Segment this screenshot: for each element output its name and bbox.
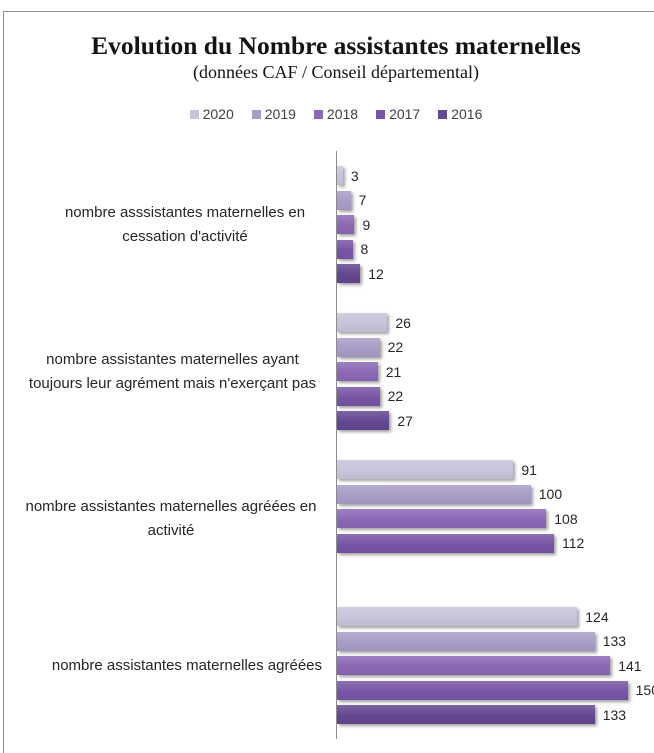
data-label-2019-category-1: 7 <box>358 192 367 208</box>
bar-2019-category-3 <box>337 484 531 504</box>
legend-label-2017: 2017 <box>389 106 421 122</box>
chart-title: Evolution du Nombre assistantes maternel… <box>91 31 581 60</box>
data-label-2020-category-2: 26 <box>395 314 411 331</box>
bar-2018-category-3 <box>337 509 547 528</box>
bar-2020-category-1 <box>337 166 343 185</box>
legend-label-2020: 2020 <box>202 106 234 122</box>
bar-2016-category-4 <box>337 705 595 724</box>
bar-2019-category-1 <box>337 190 351 210</box>
data-label-2016-category-2: 27 <box>397 412 413 429</box>
legend-label-2019: 2019 <box>264 106 296 122</box>
category-band-4: nombre assistantes maternelles agréées <box>4 592 322 739</box>
category-label-2: nombre assistantes maternelles ayant tou… <box>28 350 317 392</box>
bar-2019-category-2 <box>337 337 380 357</box>
plot-area: 3 26 91 124 7 22 100 133 9 21 108 141 8 22 112 150 12 27 1… <box>336 151 654 739</box>
category-band-3: nombre assistantes maternelles agréées e… <box>4 445 322 592</box>
data-label-2020-category-3: 91 <box>521 461 537 478</box>
legend-label-2018: 2018 <box>326 106 359 122</box>
category-label-1: nombre asssistantes maternelles en cessa… <box>64 203 306 245</box>
data-label-2019-category-4: 133 <box>602 633 627 649</box>
category-axis-line <box>336 151 337 739</box>
data-label-2018-category-3: 108 <box>554 510 578 527</box>
data-label-2019-category-2: 22 <box>387 339 404 355</box>
legend-item-2019: 2019 <box>251 104 296 124</box>
chart-frame <box>3 11 654 753</box>
bar-2016-category-2 <box>337 411 390 430</box>
bar-2020-category-4 <box>337 607 578 626</box>
data-label-2018-category-2: 21 <box>385 363 402 380</box>
data-label-2017-category-4: 150 <box>635 682 654 698</box>
data-label-2020-category-4: 124 <box>585 608 609 625</box>
legend-swatch-2016 <box>438 109 448 119</box>
legend: 2020 2019 2018 2017 2016 <box>20 104 652 124</box>
legend-item-2017: 2017 <box>376 104 420 124</box>
bar-2018-category-2 <box>337 362 378 381</box>
bar-2020-category-2 <box>337 313 388 332</box>
bar-2017-category-4 <box>337 680 628 700</box>
bar-2019-category-4 <box>337 631 595 651</box>
category-band-2: nombre assistantes maternelles ayant tou… <box>4 298 322 445</box>
legend-item-2016: 2016 <box>438 104 482 124</box>
category-label-3: nombre assistantes maternelles agréées e… <box>25 497 317 539</box>
legend-swatch-2017 <box>376 109 386 119</box>
data-label-2020-category-1: 3 <box>350 167 359 184</box>
legend-swatch-2020 <box>189 109 199 119</box>
chart-subtitle: (données CAF / Conseil départemental) <box>193 62 479 82</box>
data-label-2017-category-3: 112 <box>562 535 585 551</box>
data-label-2018-category-1: 9 <box>362 216 371 233</box>
legend-item-2018: 2018 <box>313 104 359 124</box>
legend-swatch-2019 <box>251 109 261 119</box>
bar-2017-category-3 <box>337 533 554 553</box>
data-label-2017-category-2: 22 <box>387 388 404 404</box>
bar-2018-category-4 <box>337 656 611 675</box>
data-label-2016-category-1: 12 <box>368 265 384 282</box>
data-label-2017-category-1: 8 <box>360 241 369 257</box>
legend-item-2020: 2020 <box>189 104 234 124</box>
bar-2017-category-2 <box>337 386 380 406</box>
legend-swatch-2018 <box>313 109 323 119</box>
category-band-1: nombre asssistantes maternelles en cessa… <box>4 151 322 298</box>
legend-label-2016: 2016 <box>451 106 483 122</box>
bar-2020-category-3 <box>337 460 514 479</box>
bar-2016-category-1 <box>337 264 361 283</box>
data-label-2016-category-4: 133 <box>602 706 627 723</box>
category-label-4: nombre assistantes maternelles agréées <box>51 656 322 674</box>
bar-2017-category-1 <box>337 239 353 259</box>
bar-2018-category-1 <box>337 215 355 234</box>
data-label-2018-category-4: 141 <box>618 657 642 674</box>
data-label-2019-category-3: 100 <box>538 486 563 502</box>
